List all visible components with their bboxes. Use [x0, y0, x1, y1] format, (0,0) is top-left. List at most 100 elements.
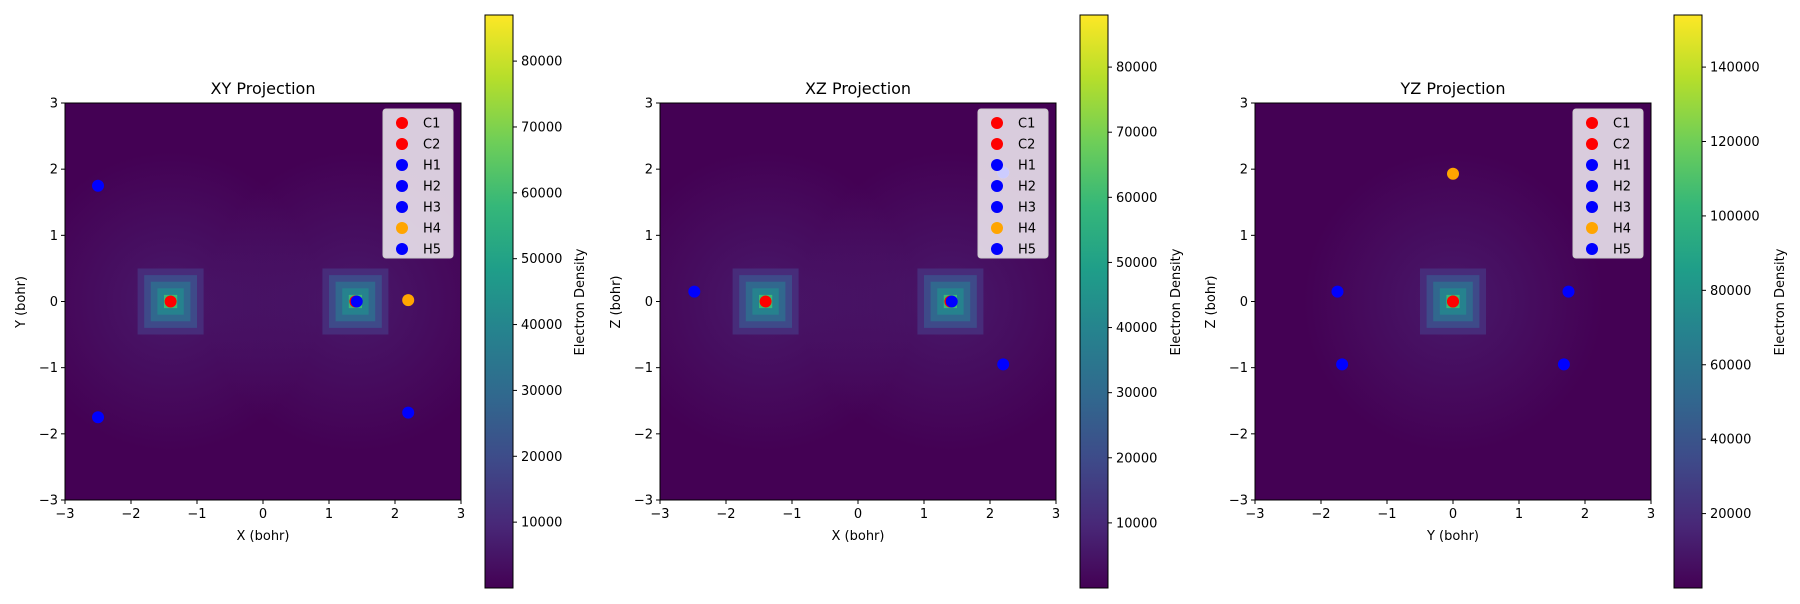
y-tick-label: −3	[1229, 494, 1248, 509]
colorbar-tick-label: 20000	[1710, 507, 1751, 522]
colorbar-tick-label: 30000	[1116, 386, 1157, 401]
y-tick-label: 1	[50, 229, 58, 244]
x-tick-label: −3	[1245, 507, 1264, 522]
legend-label: H4	[423, 222, 441, 237]
legend-label: H2	[1018, 180, 1036, 195]
legend-label: H3	[423, 201, 441, 216]
y-tick-label: −1	[634, 361, 653, 376]
x-axis-label: X (bohr)	[237, 529, 290, 544]
colorbar-tick-label: 60000	[521, 186, 562, 201]
legend-marker	[396, 180, 408, 192]
colorbar-label: Electron Density	[1773, 248, 1788, 355]
x-tick-label: 3	[1647, 507, 1655, 522]
colorbar-tick-label: 50000	[521, 252, 562, 267]
colorbar-label: Electron Density	[1169, 248, 1184, 355]
atom-marker-h2	[92, 411, 104, 424]
x-tick-label: 1	[1515, 507, 1523, 522]
legend-marker	[991, 117, 1003, 129]
atom-marker-c1	[164, 295, 177, 308]
y-tick-label: 3	[50, 97, 58, 112]
atom-marker-h3	[997, 358, 1010, 371]
legend-marker	[1586, 222, 1598, 234]
legend-marker	[1586, 201, 1598, 213]
colorbar	[484, 14, 514, 589]
y-axis-label: Z (bohr)	[1204, 276, 1219, 329]
colorbar-tick-label: 20000	[1116, 451, 1157, 466]
legend-marker	[396, 138, 408, 150]
legend-marker	[396, 222, 408, 234]
y-axis-label: Y (bohr)	[14, 276, 29, 329]
legend-marker	[1586, 243, 1598, 255]
legend-label: H1	[1613, 159, 1631, 174]
y-tick-label: 1	[1240, 229, 1248, 244]
panel-title: XY Projection	[211, 79, 316, 98]
legend-marker	[991, 138, 1003, 150]
y-tick-label: 2	[645, 163, 653, 178]
colorbar-tick-label: 40000	[1710, 433, 1751, 448]
legend-label: H5	[1613, 243, 1631, 258]
colorbar-tick-label: 80000	[1710, 284, 1751, 299]
y-tick-label: 0	[50, 295, 58, 310]
legend-marker	[396, 159, 408, 171]
atom-marker-h4	[402, 294, 415, 307]
panel-content: −3 −2 −1 0 1 2 3 −3 −2 −1 0 1 2 3 C1 C2 H1 H2 H3 H4 H5 20000 4…	[1229, 14, 1760, 589]
x-tick-label: 2	[986, 507, 994, 522]
x-tick-label: 3	[457, 507, 465, 522]
colorbar-tick-label: 70000	[1116, 126, 1157, 141]
y-tick-label: 2	[50, 163, 58, 178]
colorbar-tick-label: 100000	[1710, 209, 1760, 224]
x-axis-label: Y (bohr)	[1426, 529, 1479, 544]
x-tick-label: 1	[325, 507, 333, 522]
y-tick-label: −1	[39, 361, 58, 376]
atom-marker-h2	[1562, 285, 1575, 298]
legend-label: C1	[1613, 117, 1630, 132]
x-tick-label: −1	[782, 507, 801, 522]
atom-marker-h5	[350, 295, 363, 308]
legend-label: C2	[1613, 138, 1630, 153]
legend-label: H2	[423, 180, 441, 195]
legend-marker	[1586, 159, 1598, 171]
y-tick-label: 2	[1240, 163, 1248, 178]
x-tick-label: 0	[854, 507, 862, 522]
legend-label: C2	[423, 138, 440, 153]
legend-marker	[1586, 117, 1598, 129]
legend-label: H4	[1613, 222, 1631, 237]
y-tick-label: −1	[1229, 361, 1248, 376]
colorbar-tick-label: 120000	[1710, 135, 1760, 150]
legend: C1 C2 H1 H2 H3 H4 H5	[382, 108, 454, 259]
atom-marker-h1	[688, 285, 701, 298]
colorbar	[1673, 14, 1703, 589]
legend: C1 C2 H1 H2 H3 H4 H5	[977, 108, 1049, 259]
y-tick-label: −3	[634, 494, 653, 509]
panel-title: XZ Projection	[805, 79, 911, 98]
x-tick-label: 0	[1449, 507, 1457, 522]
legend-label: H1	[423, 159, 441, 174]
y-tick-label: 1	[645, 229, 653, 244]
colorbar-tick-label: 80000	[1116, 61, 1157, 76]
atom-marker-c2	[1447, 295, 1459, 308]
legend-marker	[991, 159, 1003, 171]
atom-marker-h2	[945, 295, 958, 308]
x-tick-label: −2	[121, 507, 140, 522]
atom-marker-h5	[1557, 358, 1570, 371]
x-tick-label: −2	[716, 507, 735, 522]
legend-marker	[396, 201, 408, 213]
panel-content: −3 −2 −1 0 1 2 3 −3 −2 −1 0 1 2 3 C1 C2 H1 H2 H3 H4 H5 10000 2…	[634, 14, 1157, 589]
colorbar-tick-label: 60000	[1710, 358, 1751, 373]
x-tick-label: 2	[1581, 507, 1589, 522]
x-tick-label: −1	[187, 507, 206, 522]
legend-label: C1	[1018, 117, 1035, 132]
colorbar-tick-label: 80000	[521, 55, 562, 70]
legend-marker	[396, 117, 408, 129]
x-tick-label: 2	[391, 507, 399, 522]
legend-label: H4	[1018, 222, 1036, 237]
x-axis-label: X (bohr)	[832, 529, 885, 544]
y-tick-label: −2	[39, 427, 58, 442]
y-tick-label: 0	[645, 295, 653, 310]
y-tick-label: 0	[1240, 295, 1248, 310]
colorbar-tick-label: 50000	[1116, 256, 1157, 271]
colorbar-tick-label: 140000	[1710, 61, 1760, 76]
legend-label: H3	[1018, 201, 1036, 216]
